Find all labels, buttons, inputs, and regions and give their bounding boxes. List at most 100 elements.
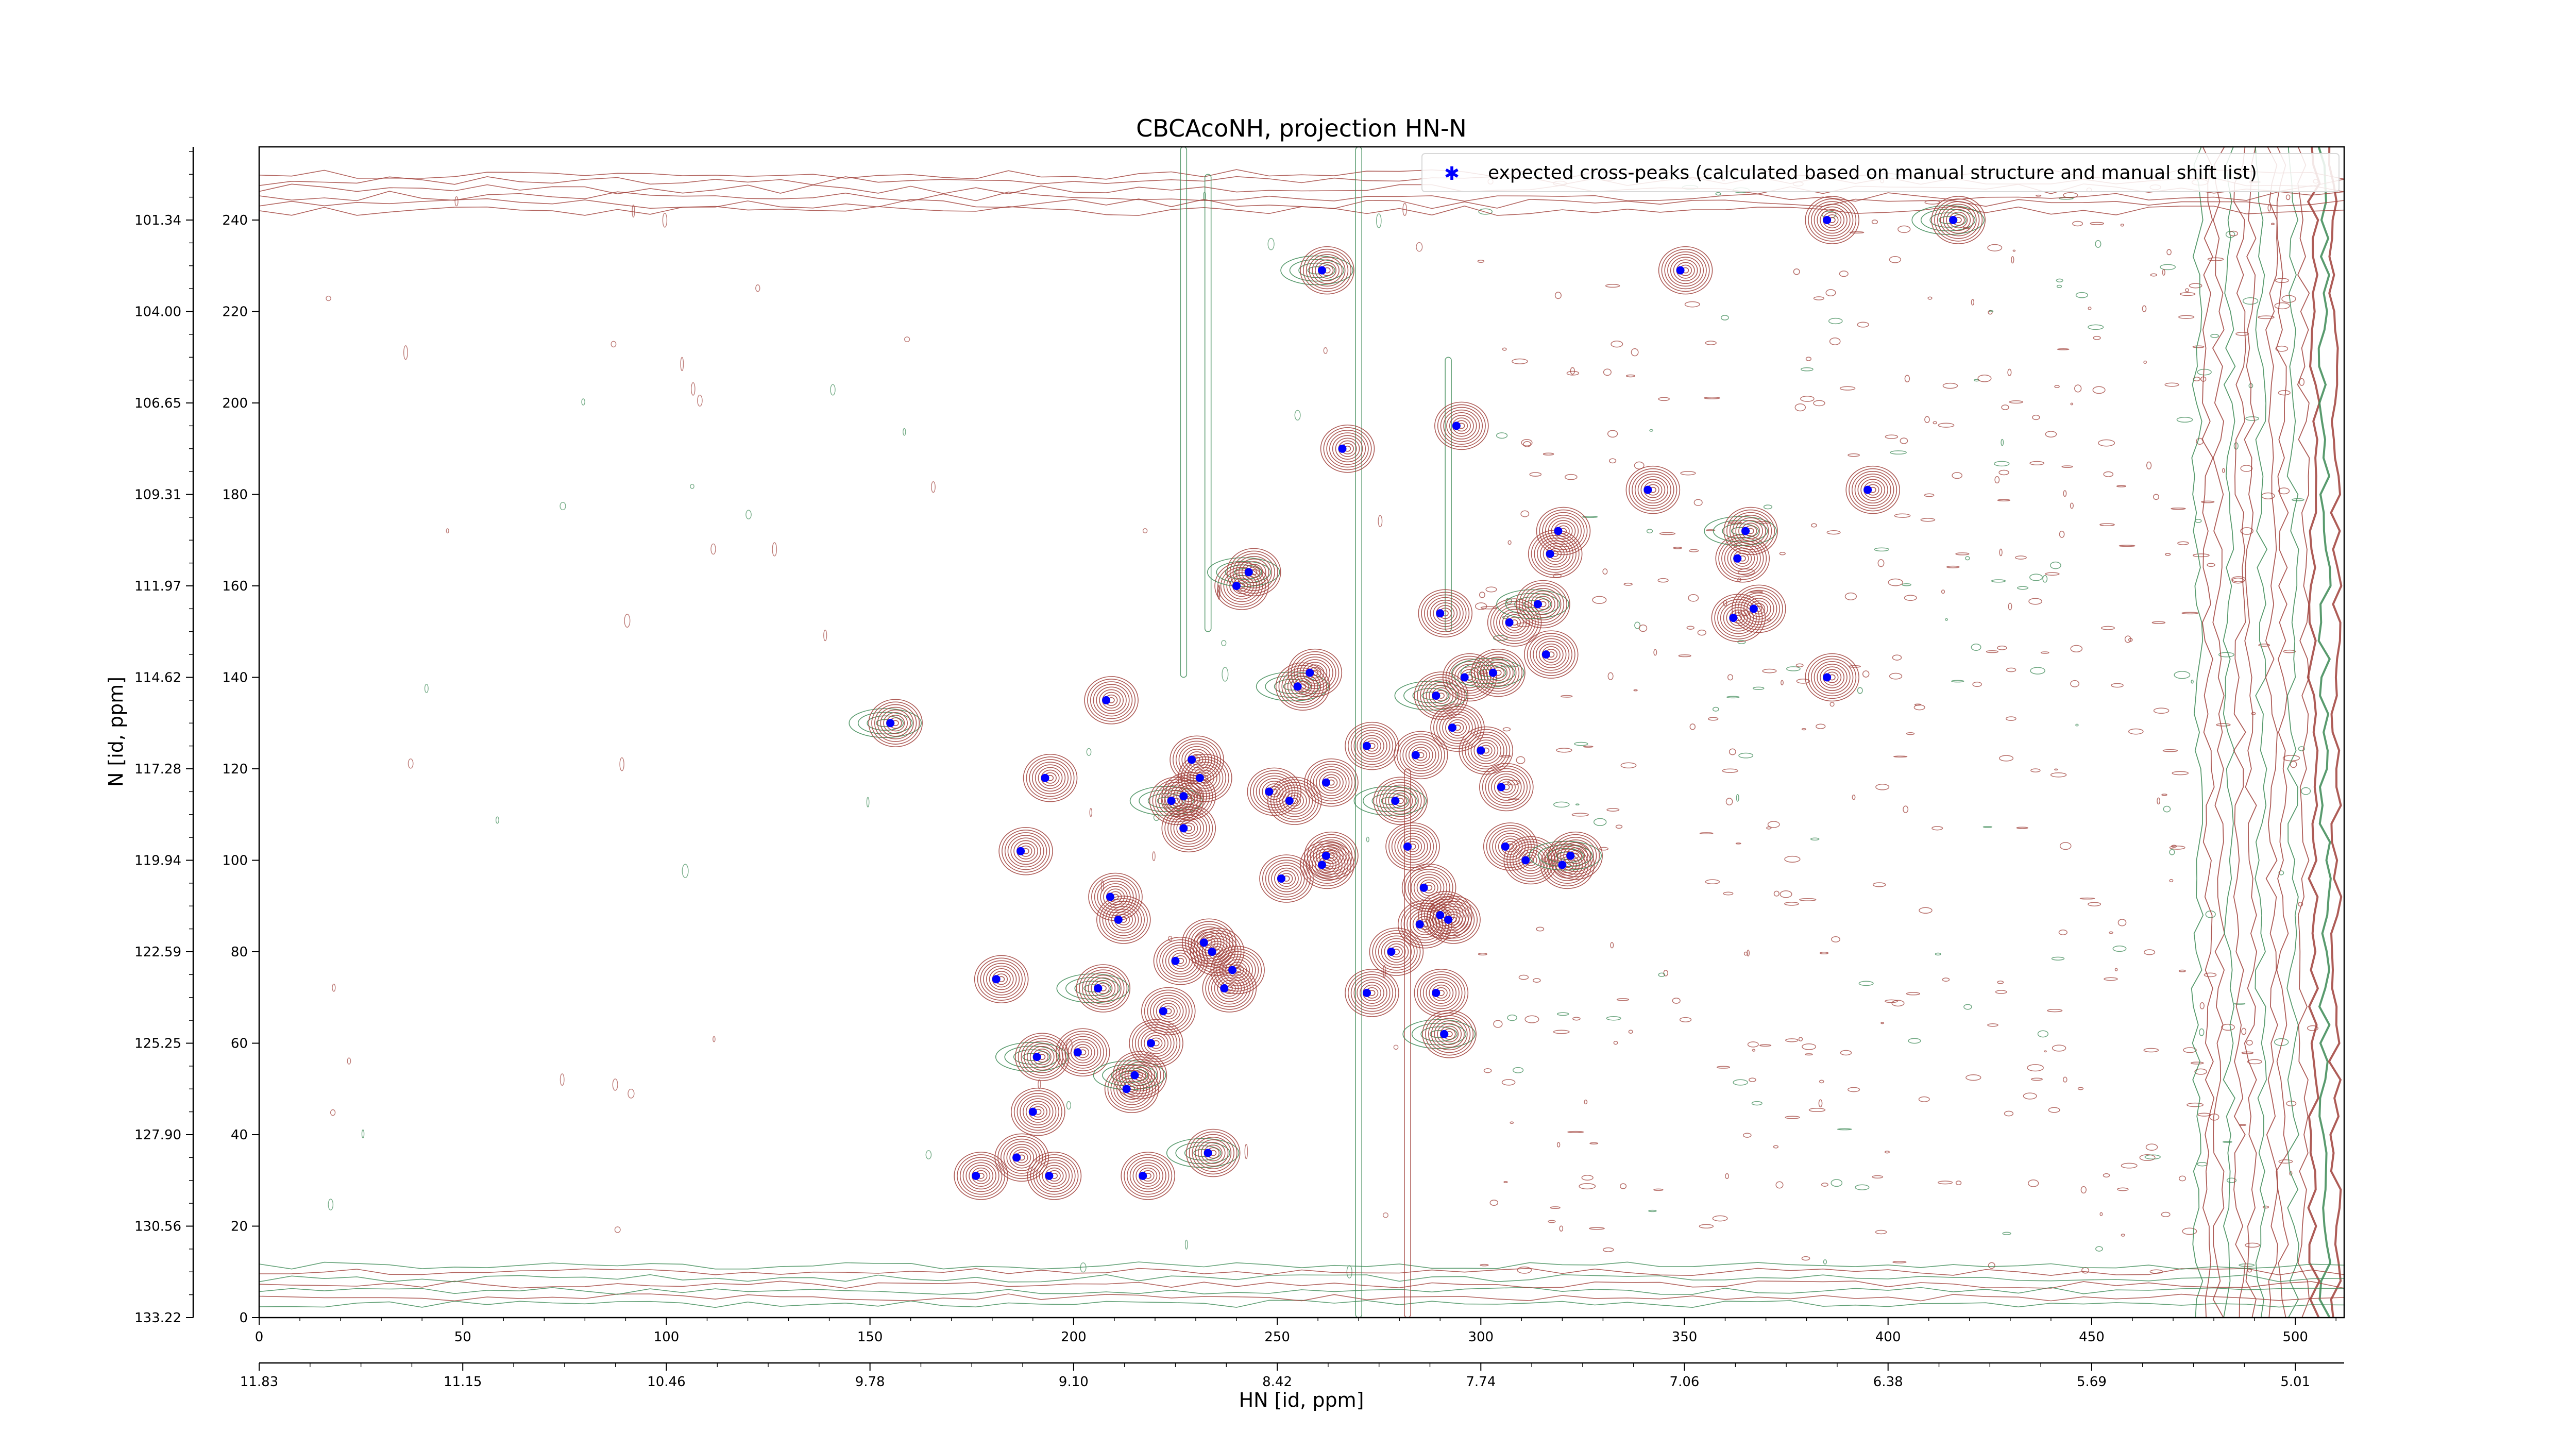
peak-contour xyxy=(994,1133,1049,1182)
plot-frame xyxy=(258,146,2345,1319)
cross-peak-marker xyxy=(1045,1171,1054,1180)
cross-peak-marker xyxy=(1949,216,1958,224)
peak-contour xyxy=(1434,401,1489,450)
legend: ✱ expected cross-peaks (calculated based… xyxy=(1421,153,2340,192)
y-ppm-tick-label: 125.25 xyxy=(134,1036,181,1052)
peak-contour xyxy=(1369,928,1424,976)
cross-peak-marker xyxy=(1554,527,1563,535)
cross-peak-marker xyxy=(1208,948,1216,956)
peak-contour xyxy=(1226,548,1281,597)
vertical-streak xyxy=(1180,147,1188,678)
cross-peak-marker xyxy=(1232,582,1241,590)
cross-peak-marker xyxy=(1676,266,1685,275)
cross-peak-marker xyxy=(1460,673,1469,682)
cross-peak-marker xyxy=(1244,568,1253,577)
cross-peak-marker xyxy=(886,719,895,728)
cross-peak-marker xyxy=(1489,668,1497,677)
cross-peak-marker xyxy=(1293,682,1302,691)
peak-contour xyxy=(1287,648,1343,697)
peak-contour xyxy=(998,827,1053,875)
cross-peak-marker xyxy=(1012,1153,1021,1162)
negative-peak-contour xyxy=(1353,786,1427,816)
cross-peak-marker xyxy=(1171,956,1180,965)
y-tick-label: 20 xyxy=(231,1219,248,1235)
chart-title: CBCAcoNH, projection HN-N xyxy=(1136,114,1467,142)
cross-peak-marker xyxy=(1823,216,1832,224)
cross-peak-marker xyxy=(972,1171,980,1180)
y-tick-label: 80 xyxy=(231,945,248,960)
cross-peak-marker xyxy=(1432,988,1440,997)
x-ppm-tick-label: 10.46 xyxy=(647,1374,685,1390)
y-ppm-tick-label: 101.34 xyxy=(134,213,181,228)
x-ppm-tick-label: 11.15 xyxy=(444,1374,482,1390)
peak-contour xyxy=(1658,246,1713,295)
x-tick-label: 50 xyxy=(454,1329,471,1345)
cross-peak-marker xyxy=(1338,444,1347,453)
y-tick-label: 100 xyxy=(222,853,248,869)
cross-peak-marker xyxy=(1285,797,1294,805)
peak-contour xyxy=(1845,465,1900,514)
vertical-streak xyxy=(1204,174,1212,632)
x-axis-ticks: 0 50 100 150 200 250 300 350 400 450 500 xyxy=(255,1318,2336,1345)
cross-peak-marker xyxy=(1363,742,1371,750)
legend-entry: expected cross-peaks (calculated based o… xyxy=(1488,162,2257,183)
y-axis-label: N [id, ppm] xyxy=(105,677,127,787)
peak-contour xyxy=(1181,918,1236,967)
peak-contour xyxy=(1023,753,1078,802)
peak-contour xyxy=(1320,424,1375,473)
peak-contour xyxy=(1055,1028,1110,1077)
cross-peak-marker xyxy=(1318,861,1326,869)
peak-contour xyxy=(1267,777,1322,825)
cross-peak-marker xyxy=(1546,549,1554,558)
x-tick-label: 300 xyxy=(1468,1329,1494,1345)
cross-peak-marker xyxy=(1199,938,1208,947)
peak-contour xyxy=(1516,580,1570,629)
cross-peak-marker xyxy=(1167,797,1176,805)
y-ppm-tick-label: 117.28 xyxy=(134,762,181,777)
cross-peak-marker xyxy=(1521,856,1530,865)
y-ppm-tick-label: 130.56 xyxy=(134,1219,181,1235)
y-ppm-axis-ticks: 133.22 130.56 127.90 125.25 122.59 119.94 117.… xyxy=(134,147,194,1326)
x-tick-label: 150 xyxy=(857,1329,883,1345)
cross-peak-marker xyxy=(1733,554,1742,563)
x-tick-label: 500 xyxy=(2282,1329,2308,1345)
y-tick-label: 120 xyxy=(222,762,248,777)
x-ppm-tick-label: 8.42 xyxy=(1262,1374,1292,1390)
cross-peak-marker xyxy=(1558,861,1567,869)
peak-contour xyxy=(1076,964,1131,1013)
cross-peak-marker xyxy=(1741,527,1750,535)
cross-peak-marker xyxy=(1321,778,1330,787)
cross-peak-marker xyxy=(1306,668,1314,677)
cross-peak-marker xyxy=(1497,783,1505,791)
x-ppm-tick-label: 9.10 xyxy=(1059,1374,1089,1390)
horizontal-artifact-bands xyxy=(259,169,2344,1308)
peak-contour xyxy=(1121,1152,1176,1200)
legend-box xyxy=(1421,153,2340,192)
cross-peak-marker xyxy=(1387,948,1396,956)
cross-peak-marker xyxy=(1749,604,1758,613)
peak-contour xyxy=(1805,653,1859,702)
cross-peak-marker xyxy=(1106,892,1114,901)
peak-contour xyxy=(1418,589,1473,638)
cross-peak-marker xyxy=(1159,1007,1167,1016)
cross-peak-marker xyxy=(1179,824,1188,833)
x-tick-label: 450 xyxy=(2079,1329,2105,1345)
cross-peak-marker xyxy=(1228,966,1237,974)
cross-peak-marker xyxy=(1130,1071,1139,1080)
cross-peak-marker xyxy=(1318,266,1326,275)
y-tick-label: 0 xyxy=(239,1310,248,1326)
cross-peak-marker xyxy=(1436,911,1445,919)
negative-peak-contour xyxy=(1402,1019,1476,1049)
cross-peak-marker xyxy=(1032,1053,1041,1062)
y-ppm-tick-label: 133.22 xyxy=(134,1310,181,1326)
cross-peak-marker xyxy=(1415,920,1424,929)
y-ppm-tick-label: 106.65 xyxy=(134,396,181,411)
cross-peak-marker xyxy=(1823,673,1832,682)
peak-contour xyxy=(1141,987,1196,1036)
cross-peak-marker xyxy=(1444,915,1453,924)
vertical-streak xyxy=(1355,147,1362,1318)
cross-peak-marker xyxy=(1501,842,1510,851)
x-ppm-tick-label: 11.83 xyxy=(240,1374,278,1390)
peak-contour xyxy=(1345,721,1399,770)
cross-peak-marker xyxy=(1403,842,1412,851)
